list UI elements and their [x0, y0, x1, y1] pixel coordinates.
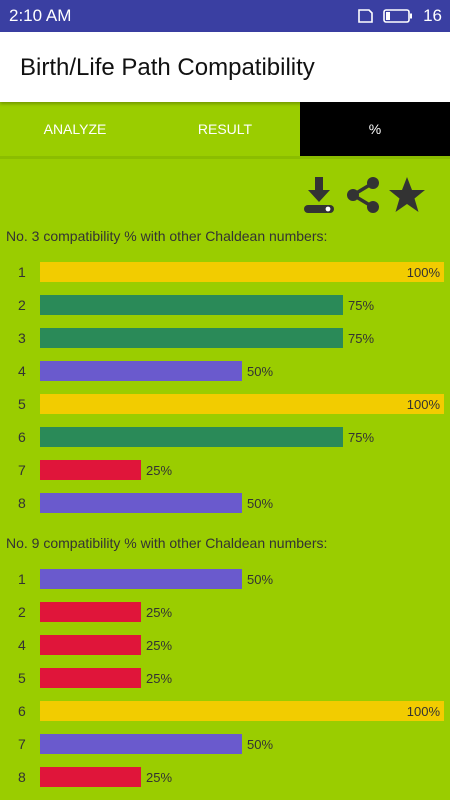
percent-label: 75% [348, 430, 375, 445]
compatibility-row: 2 25% [0, 602, 450, 624]
compatibility-row: 5 100% [0, 394, 450, 416]
compatibility-row: 1 100% [0, 262, 450, 284]
row-number: 2 [18, 297, 26, 313]
percent-label: 75% [348, 298, 375, 313]
percent-label: 50% [247, 364, 274, 379]
compatibility-row: 6 75% [0, 427, 450, 449]
compatibility-row: 8 25% [0, 767, 450, 789]
battery-level: 16 [423, 6, 442, 25]
status-right: 16 [357, 6, 442, 26]
share-icon [347, 177, 379, 213]
compatibility-row: 6 100% [0, 701, 450, 723]
row-number: 1 [18, 571, 26, 587]
row-number: 2 [18, 604, 26, 620]
row-number: 8 [18, 495, 26, 511]
download-icon [304, 177, 334, 213]
tab-percent[interactable]: % [300, 102, 450, 156]
compatibility-row: 1 50% [0, 569, 450, 591]
row-number: 6 [18, 703, 26, 719]
compatibility-bar [40, 734, 242, 754]
compatibility-bar [40, 635, 141, 655]
compatibility-bar [40, 262, 444, 282]
compatibility-bar [40, 767, 141, 787]
compatibility-bar [40, 295, 343, 315]
action-toolbar [300, 175, 426, 215]
percent-label: 100% [406, 397, 440, 412]
percent-label: 25% [146, 605, 173, 620]
tab-bar: ANALYZE RESULT % [0, 102, 450, 156]
percent-label: 25% [146, 770, 173, 785]
row-number: 3 [18, 330, 26, 346]
percent-label: 75% [348, 331, 375, 346]
share-button[interactable] [344, 175, 382, 215]
download-button[interactable] [300, 175, 338, 215]
compatibility-row: 8 50% [0, 493, 450, 515]
compatibility-bar [40, 328, 343, 348]
compatibility-bar [40, 427, 343, 447]
percent-label: 25% [146, 463, 173, 478]
compatibility-row: 4 50% [0, 361, 450, 383]
compatibility-bar [40, 569, 242, 589]
row-number: 4 [18, 363, 26, 379]
row-number: 7 [18, 462, 26, 478]
tab-divider [0, 156, 450, 159]
row-number: 5 [18, 670, 26, 686]
compatibility-bar [40, 394, 444, 414]
percent-label: 50% [247, 737, 274, 752]
battery-icon [383, 9, 413, 23]
favorite-button[interactable] [388, 175, 426, 215]
row-number: 8 [18, 769, 26, 785]
section-title: No. 3 compatibility % with other Chaldea… [6, 228, 328, 244]
compatibility-bar [40, 701, 444, 721]
compatibility-row: 5 25% [0, 668, 450, 690]
percent-label: 100% [406, 704, 440, 719]
status-bar: 2:10 AM 16 [0, 0, 450, 32]
compatibility-bar [40, 602, 141, 622]
notification-icon [358, 9, 373, 23]
compatibility-row: 7 50% [0, 734, 450, 756]
compatibility-bar [40, 668, 141, 688]
compatibility-bar [40, 361, 242, 381]
percent-label: 50% [247, 496, 274, 511]
row-number: 6 [18, 429, 26, 445]
row-number: 4 [18, 637, 26, 653]
tab-result[interactable]: RESULT [197, 121, 253, 137]
percent-label: 50% [247, 572, 274, 587]
star-icon [389, 177, 425, 212]
percent-label: 25% [146, 638, 173, 653]
tab-analyze[interactable]: ANALYZE [43, 121, 107, 137]
percent-label: 25% [146, 671, 173, 686]
row-number: 5 [18, 396, 26, 412]
percent-label: 100% [406, 265, 440, 280]
page-title: Birth/Life Path Compatibility [20, 54, 315, 81]
status-time: 2:10 AM [9, 6, 72, 25]
compatibility-bar [40, 493, 242, 513]
compatibility-bar [40, 460, 141, 480]
compatibility-row: 7 25% [0, 460, 450, 482]
row-number: 1 [18, 264, 26, 280]
app-bar: Birth/Life Path Compatibility [0, 32, 450, 102]
compatibility-row: 3 75% [0, 328, 450, 350]
section-title: No. 9 compatibility % with other Chaldea… [6, 535, 328, 551]
compatibility-row: 4 25% [0, 635, 450, 657]
row-number: 7 [18, 736, 26, 752]
compatibility-row: 2 75% [0, 295, 450, 317]
